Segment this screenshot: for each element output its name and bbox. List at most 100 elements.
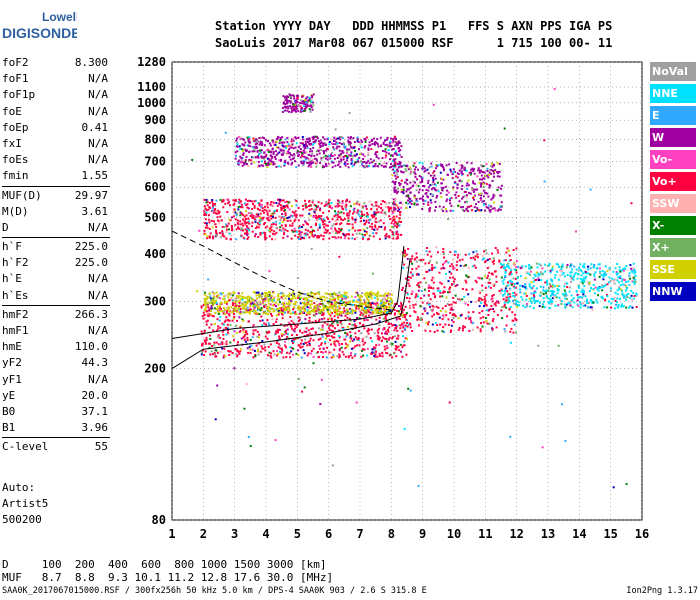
echo-point xyxy=(633,278,636,281)
echo-point xyxy=(458,200,461,203)
echo-point xyxy=(281,230,284,232)
echo-point xyxy=(376,151,379,153)
echo-point xyxy=(419,181,422,184)
echo-point xyxy=(485,163,488,166)
echo-point xyxy=(214,355,217,358)
echo-point xyxy=(350,136,352,139)
echo-point xyxy=(524,283,527,286)
echo-point xyxy=(483,301,486,304)
echo-point xyxy=(331,236,334,238)
echo-point xyxy=(273,230,276,233)
echo-point xyxy=(235,154,237,157)
echo-point xyxy=(504,289,506,292)
echo-point xyxy=(381,355,384,358)
echo-point xyxy=(337,164,340,167)
echo-point xyxy=(463,326,466,329)
echo-point xyxy=(247,309,250,312)
echo-point xyxy=(297,146,300,149)
echo-point xyxy=(488,278,491,281)
echo-point xyxy=(308,316,311,319)
echo-point xyxy=(617,281,620,284)
echo-point xyxy=(364,293,366,296)
echo-point xyxy=(387,338,390,341)
echo-point xyxy=(444,310,447,313)
echo-point xyxy=(257,291,260,294)
echo-point xyxy=(382,304,385,307)
echo-point xyxy=(492,193,495,196)
echo-point xyxy=(381,298,384,301)
echo-point xyxy=(457,317,460,319)
echo-point xyxy=(514,302,517,305)
echo-point xyxy=(328,155,331,158)
echo-point xyxy=(305,232,308,235)
echo-point xyxy=(281,349,284,352)
echo-point xyxy=(470,162,473,165)
echo-point xyxy=(345,296,348,299)
echo-point xyxy=(386,332,388,335)
echo-point xyxy=(515,300,518,302)
echo-point xyxy=(398,208,401,211)
echo-point xyxy=(231,304,234,306)
echo-point xyxy=(284,201,287,204)
echo-point xyxy=(628,306,631,309)
echo-point xyxy=(436,312,439,315)
echo-point xyxy=(237,341,239,344)
echo-point xyxy=(401,315,404,317)
echo-point xyxy=(398,349,401,352)
echo-point xyxy=(390,323,393,325)
echo-point xyxy=(622,278,625,281)
echo-point xyxy=(379,136,382,139)
echo-point xyxy=(284,159,287,162)
echo-point xyxy=(298,318,301,321)
echo-point xyxy=(287,310,290,313)
echo-point xyxy=(463,168,466,171)
echo-point xyxy=(540,294,542,297)
echo-point xyxy=(374,346,377,349)
echo-point xyxy=(620,288,623,291)
echo-point xyxy=(577,304,580,307)
echo-point xyxy=(304,140,307,143)
echo-point xyxy=(235,353,238,356)
echo-point xyxy=(345,335,348,338)
echo-point xyxy=(258,143,261,146)
echo-point xyxy=(205,320,208,323)
echo-point xyxy=(385,317,387,320)
param-name: C-level xyxy=(2,440,49,454)
echo-point xyxy=(432,181,435,183)
echo-point xyxy=(324,340,327,343)
echo-point xyxy=(577,285,580,288)
echo-point xyxy=(317,310,320,313)
echo-point xyxy=(328,141,331,143)
echo-point xyxy=(273,143,276,146)
echo-point xyxy=(308,340,311,343)
echo-point xyxy=(561,263,564,266)
echo-point xyxy=(202,311,205,314)
echo-point xyxy=(494,209,497,212)
echo-point xyxy=(266,213,269,216)
echo-point xyxy=(314,157,317,160)
echo-point xyxy=(300,162,303,165)
echo-point xyxy=(430,266,433,269)
echo-point xyxy=(409,206,411,209)
echo-point xyxy=(451,187,454,190)
echo-point xyxy=(227,307,230,310)
echo-point xyxy=(268,351,271,354)
echo-point xyxy=(313,311,316,314)
echo-point xyxy=(214,312,217,314)
echo-point xyxy=(334,344,337,347)
echo-point xyxy=(442,314,445,317)
echo-point xyxy=(399,313,402,315)
echo-point xyxy=(428,303,431,306)
echo-point xyxy=(405,318,408,321)
echo-point xyxy=(366,215,369,218)
echo-point xyxy=(342,311,345,314)
echo-point xyxy=(393,160,396,163)
echo-point xyxy=(405,313,408,316)
echo-point xyxy=(258,301,260,303)
echo-point xyxy=(344,311,347,314)
echo-point xyxy=(360,160,363,163)
echo-point xyxy=(407,276,410,278)
echo-point xyxy=(264,291,267,294)
echo-point xyxy=(538,294,541,297)
echo-point xyxy=(420,290,423,293)
